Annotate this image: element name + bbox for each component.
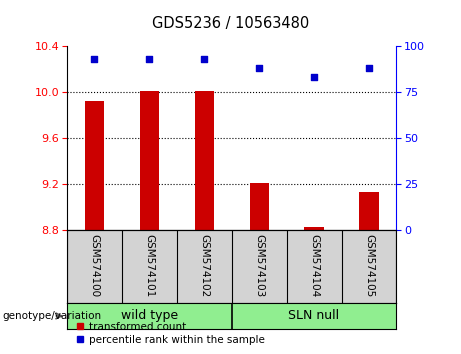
- Legend: transformed count, percentile rank within the sample: transformed count, percentile rank withi…: [72, 317, 269, 349]
- Point: [91, 56, 98, 62]
- Point: [146, 56, 153, 62]
- Text: GSM574101: GSM574101: [144, 234, 154, 297]
- Text: GSM574100: GSM574100: [89, 234, 99, 297]
- Bar: [195, 91, 214, 230]
- Bar: [249, 183, 269, 230]
- Text: GSM574102: GSM574102: [199, 234, 209, 297]
- Bar: [304, 227, 324, 230]
- Text: SLN null: SLN null: [289, 309, 340, 322]
- Text: genotype/variation: genotype/variation: [2, 311, 101, 321]
- Text: GDS5236 / 10563480: GDS5236 / 10563480: [152, 16, 309, 31]
- Bar: [85, 101, 104, 230]
- Bar: [140, 91, 159, 230]
- Bar: [360, 192, 378, 230]
- Point: [365, 65, 372, 71]
- Point: [201, 56, 208, 62]
- Text: GSM574103: GSM574103: [254, 234, 264, 297]
- Point: [255, 65, 263, 71]
- Point: [310, 74, 318, 80]
- Text: wild type: wild type: [121, 309, 178, 322]
- Text: GSM574104: GSM574104: [309, 234, 319, 297]
- Text: GSM574105: GSM574105: [364, 234, 374, 297]
